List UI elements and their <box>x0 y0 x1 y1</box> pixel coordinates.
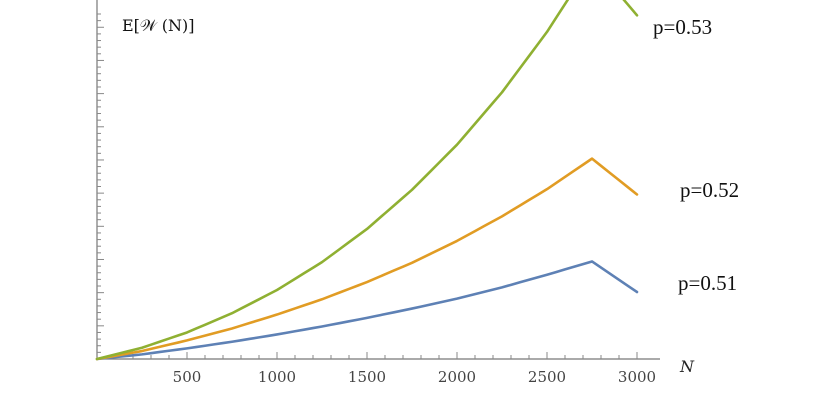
y-axis-label: E[𝒲 (N)] <box>122 16 195 35</box>
series-label: p=0.53 <box>653 15 712 39</box>
series-label: p=0.52 <box>680 178 739 202</box>
x-tick-label: 2000 <box>438 368 476 386</box>
series-line-p-0-52 <box>95 157 639 361</box>
x-tick-label: 500 <box>173 368 202 386</box>
x-tick-label: 3000 <box>618 368 656 386</box>
ticks: 500 1000 1500 2000 2500 3000 <box>97 13 656 386</box>
series-line-p-0-53 <box>95 0 639 361</box>
series-layer <box>95 0 639 361</box>
x-axis-label: N <box>679 357 695 376</box>
labels: p=0.51 p=0.52 p=0.53 <box>653 15 739 295</box>
series-line-p-0-51 <box>95 260 639 361</box>
x-tick-label: 1500 <box>348 368 386 386</box>
x-tick-label: 1000 <box>258 368 296 386</box>
axes <box>96 0 660 360</box>
x-tick-label: 2500 <box>528 368 566 386</box>
series-label: p=0.51 <box>678 271 737 295</box>
